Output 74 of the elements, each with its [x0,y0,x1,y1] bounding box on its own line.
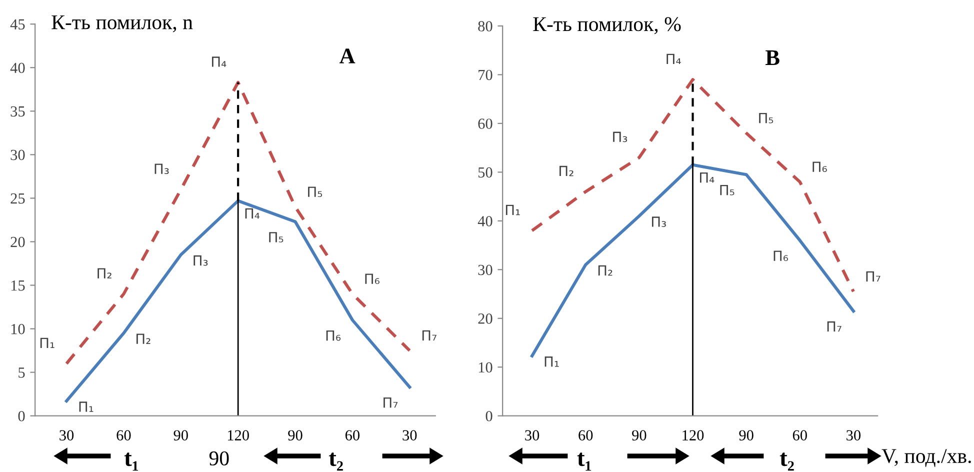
y-tick-label: 60 [478,118,492,129]
x-tick-label: 90 [288,430,302,440]
data-label: П₆ [365,274,380,284]
x-tick-label: 90 [632,430,646,440]
data-label: П₄ [666,54,681,64]
text: t₂ [780,452,794,471]
y-tick-label: 15 [11,280,25,291]
data-label: П₂ [560,166,574,176]
data-label: П₄ [245,208,260,219]
y-tick-label: 35 [10,106,25,117]
data-label: П₆ [326,330,341,341]
y-tick-label: 5 [18,368,25,378]
y-tick-label: 30 [10,150,25,160]
data-label: П₂ [98,268,112,278]
data-label: П₆ [774,250,788,262]
data-label: П₇ [422,330,436,341]
x-tick-label: 30 [846,430,861,440]
y-tick-label: 80 [478,21,492,32]
data-label: П₄ [700,172,714,183]
data-label: П₆ [812,162,827,172]
data-label: П₃ [154,164,169,174]
y-tick-label: 40 [10,62,25,74]
data-label: П₃ [613,132,628,142]
y-tick-label: 25 [10,193,25,204]
data-label: П₂ [598,265,612,276]
data-label: П₅ [759,112,774,124]
data-label: П₇ [866,271,880,282]
x-tick-label: 30 [60,430,74,440]
data-label: П₃ [652,216,666,227]
x-tick-label: 120 [682,430,704,440]
text: 90 [209,451,229,466]
line-series [530,163,855,358]
annotation: В [766,50,780,66]
y-tick-label: 50 [478,167,492,178]
data-label: П₁ [79,402,94,412]
line-series [64,80,412,366]
y-tick-label: 20 [478,314,492,324]
x-tick-label: 90 [174,430,188,440]
text: t₁ [124,452,138,471]
y-tick-label: 40 [478,216,492,226]
data-label: П₅ [308,186,322,197]
y-tick-label: 0 [486,410,492,422]
y-tick-label: 45 [10,19,25,30]
x-tick-label: 60 [345,430,360,440]
text: t₁ [577,452,591,471]
data-label: П₅ [269,232,284,242]
annotation: А [340,48,356,64]
data-label: П₅ [720,184,734,196]
y-axis-title: К-ть помилок, % [533,17,681,34]
y-tick-label: 0 [18,410,25,422]
x-tick-label: 30 [402,430,417,440]
data-label: П₇ [384,397,398,408]
data-label: П₂ [136,334,150,344]
y-tick-label: 20 [10,236,25,248]
data-label: П₃ [194,255,208,266]
x-tick-label: 60 [792,430,807,440]
data-label: П₁ [40,338,54,348]
data-label: П₇ [827,321,842,332]
y-axis-title: К-ть помилок, n [52,15,193,32]
text: t₂ [328,452,343,471]
x-axis-title: V, под./хв. [882,449,971,467]
y-tick-label: 10 [11,324,25,334]
y-tick-label: 10 [478,362,492,373]
x-tick-label: 90 [739,430,754,440]
data-label: П₄ [212,56,226,67]
y-tick-label: 70 [478,70,492,80]
x-tick-label: 60 [578,430,593,440]
x-tick-label: 30 [525,430,540,440]
x-tick-label: 60 [116,430,131,440]
line-series [530,78,855,294]
y-tick-label: 30 [478,264,492,276]
x-tick-label: 120 [228,430,249,440]
data-label: П₁ [506,204,520,216]
data-label: П₁ [544,356,559,367]
